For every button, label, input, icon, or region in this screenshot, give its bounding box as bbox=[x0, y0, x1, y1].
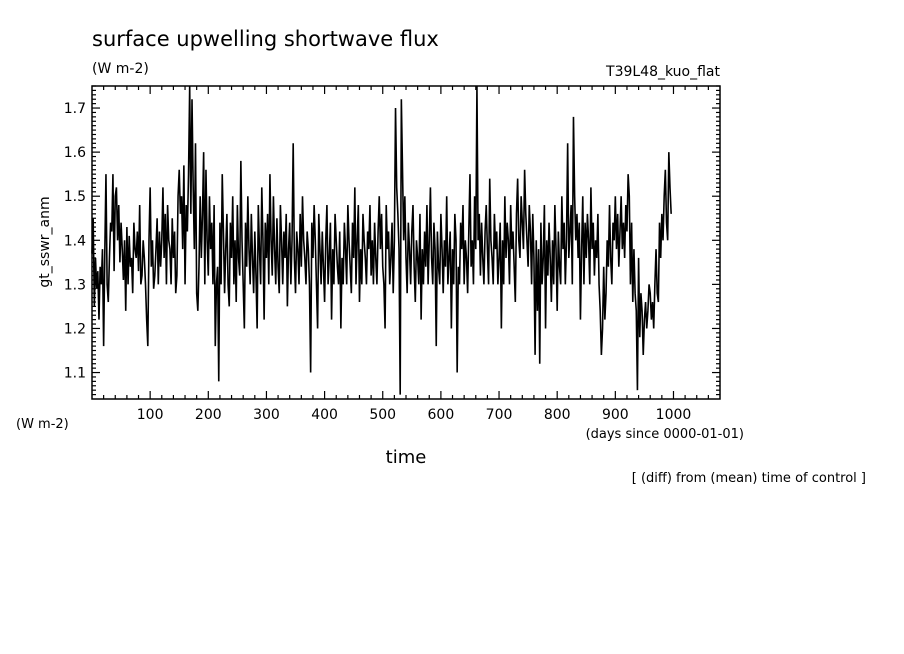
x-tick-label: 700 bbox=[486, 407, 513, 423]
x-tick-label: 800 bbox=[544, 407, 571, 423]
y-tick-label: 1.3 bbox=[64, 277, 86, 293]
y-ticks: 1.1 1.2 1.3 1.4 1.5 1.6 1.7 bbox=[64, 85, 720, 396]
y-tick-label: 1.2 bbox=[64, 321, 86, 337]
x-axis-units: (days since 0000-01-01) bbox=[586, 427, 744, 442]
y-tick-label: 1.4 bbox=[64, 233, 86, 249]
x-axis-label: time bbox=[386, 447, 427, 468]
plot-area: 100 200 300 400 500 600 700 800 900 1000 1.11.21.… bbox=[64, 85, 721, 423]
series-line bbox=[91, 85, 672, 395]
y-tick-label: 1.5 bbox=[64, 189, 86, 205]
y-tick-label: 1.1 bbox=[64, 366, 86, 382]
x-tick-label: 900 bbox=[602, 407, 629, 423]
x-tick-label: 200 bbox=[195, 407, 222, 423]
experiment-label: T39L48_kuo_flat bbox=[605, 64, 720, 80]
y-axis-label: gt_sswr_anm bbox=[37, 196, 53, 287]
x-tick-label: 600 bbox=[428, 407, 455, 423]
y-tick-label: 1.7 bbox=[64, 101, 86, 117]
y-axis-units: (W m-2) bbox=[16, 417, 69, 432]
x-tick-label: 1000 bbox=[656, 407, 692, 423]
footnote: [ (diff) from (mean) time of control ] bbox=[632, 471, 866, 486]
y-tick-label: 1.6 bbox=[64, 145, 86, 161]
chart-title-units: (W m-2) bbox=[92, 61, 149, 77]
x-tick-label: 500 bbox=[369, 407, 396, 423]
chart-title: surface upwelling shortwave flux bbox=[92, 27, 439, 51]
x-ticks: 100 200 300 400 500 600 700 800 900 1000 bbox=[103, 86, 709, 423]
x-tick-label: 100 bbox=[137, 407, 164, 423]
x-tick-label: 400 bbox=[311, 407, 338, 423]
x-tick-label: 300 bbox=[253, 407, 280, 423]
